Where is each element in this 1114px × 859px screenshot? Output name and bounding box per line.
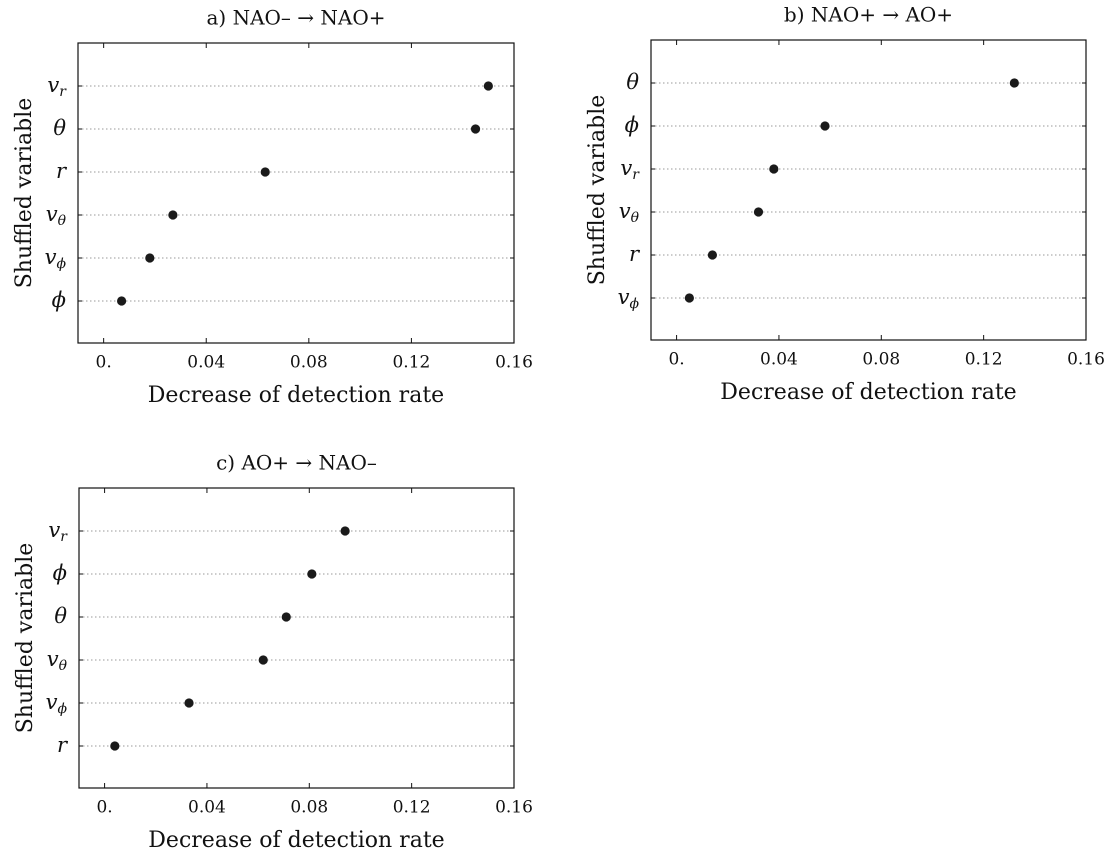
x-tick-label: 0. bbox=[96, 798, 112, 818]
data-point bbox=[470, 124, 481, 134]
plot-frame bbox=[78, 487, 515, 789]
x-tick-label: 0.04 bbox=[188, 798, 226, 818]
category-label: ϕ bbox=[52, 288, 66, 312]
category-label: ϕ bbox=[53, 561, 67, 585]
category-label: vθ bbox=[47, 647, 68, 675]
data-point bbox=[184, 698, 194, 708]
data-point bbox=[707, 250, 718, 260]
x-tick-label: 0.12 bbox=[965, 350, 1003, 370]
category-label: vθ bbox=[619, 199, 640, 227]
x-tick-label: 0. bbox=[96, 353, 112, 373]
data-point bbox=[1009, 78, 1019, 88]
category-label: r bbox=[57, 733, 69, 757]
data-point bbox=[145, 253, 155, 263]
panel-b: b) NAO+ → AO+ θϕ vr vθ r vϕ 0. 0.04 0.08 0.12 0.16… bbox=[585, 3, 1105, 406]
category-label: vr bbox=[47, 73, 67, 101]
category-label: vϕ bbox=[618, 285, 640, 313]
data-point bbox=[260, 167, 270, 177]
plot-frame bbox=[650, 39, 1087, 341]
category-label: r bbox=[629, 242, 641, 266]
data-point bbox=[117, 296, 127, 306]
category-label: vθ bbox=[46, 202, 67, 230]
data-point bbox=[340, 526, 350, 536]
category-label: ϕ bbox=[625, 113, 639, 137]
x-tick-label: 0.16 bbox=[495, 353, 533, 373]
data-point bbox=[307, 569, 317, 579]
data-point bbox=[483, 81, 493, 91]
x-tick-label: 0.16 bbox=[495, 798, 533, 818]
data-point bbox=[769, 164, 779, 174]
y-axis-label: Shuffled variable bbox=[12, 98, 37, 289]
x-tick-label: 0.08 bbox=[290, 798, 328, 818]
x-tick-label: 0.16 bbox=[1067, 350, 1105, 370]
data-point bbox=[281, 612, 291, 622]
panel-title: c) AO+ → NAO– bbox=[216, 451, 377, 475]
data-point bbox=[258, 655, 268, 665]
y-axis-label: Shuffled variable bbox=[13, 543, 38, 734]
data-point bbox=[684, 293, 694, 303]
x-axis-label: Decrease of detection rate bbox=[720, 380, 1016, 405]
panel-title: b) NAO+ → AO+ bbox=[784, 3, 953, 27]
data-point bbox=[753, 207, 764, 217]
x-tick-label: 0.08 bbox=[290, 353, 328, 373]
category-label: θ bbox=[626, 70, 639, 94]
x-tick-label: 0.08 bbox=[862, 350, 900, 370]
x-tick-label: 0.04 bbox=[187, 353, 225, 373]
category-label: vr bbox=[48, 518, 68, 546]
category-label: r bbox=[56, 159, 68, 183]
x-axis-label: Decrease of detection rate bbox=[148, 828, 444, 853]
panel-a: a) NAO– → NAO+ vr θr vθ vϕ ϕ 0. 0.04 0.08 0.12 0.1… bbox=[12, 6, 533, 409]
plot-frame bbox=[77, 42, 515, 344]
panel-title: a) NAO– → NAO+ bbox=[207, 6, 386, 30]
category-label: θ bbox=[53, 116, 66, 140]
x-tick-label: 0.12 bbox=[393, 798, 431, 818]
panel-c: c) AO+ → NAO– vr ϕθ vθ vϕ r 0. 0.04 0.08 0.12 0.16… bbox=[13, 451, 533, 854]
data-point bbox=[820, 121, 830, 131]
x-axis-label: Decrease of detection rate bbox=[148, 383, 444, 408]
category-label: vϕ bbox=[46, 690, 68, 718]
data-point bbox=[110, 741, 120, 751]
x-tick-label: 0. bbox=[668, 350, 684, 370]
x-tick-label: 0.04 bbox=[760, 350, 798, 370]
x-tick-label: 0.12 bbox=[392, 353, 430, 373]
category-label: θ bbox=[54, 604, 67, 628]
y-axis-label: Shuffled variable bbox=[585, 95, 610, 286]
data-point bbox=[168, 210, 178, 220]
category-label: vr bbox=[620, 156, 640, 184]
category-label: vϕ bbox=[45, 245, 67, 273]
